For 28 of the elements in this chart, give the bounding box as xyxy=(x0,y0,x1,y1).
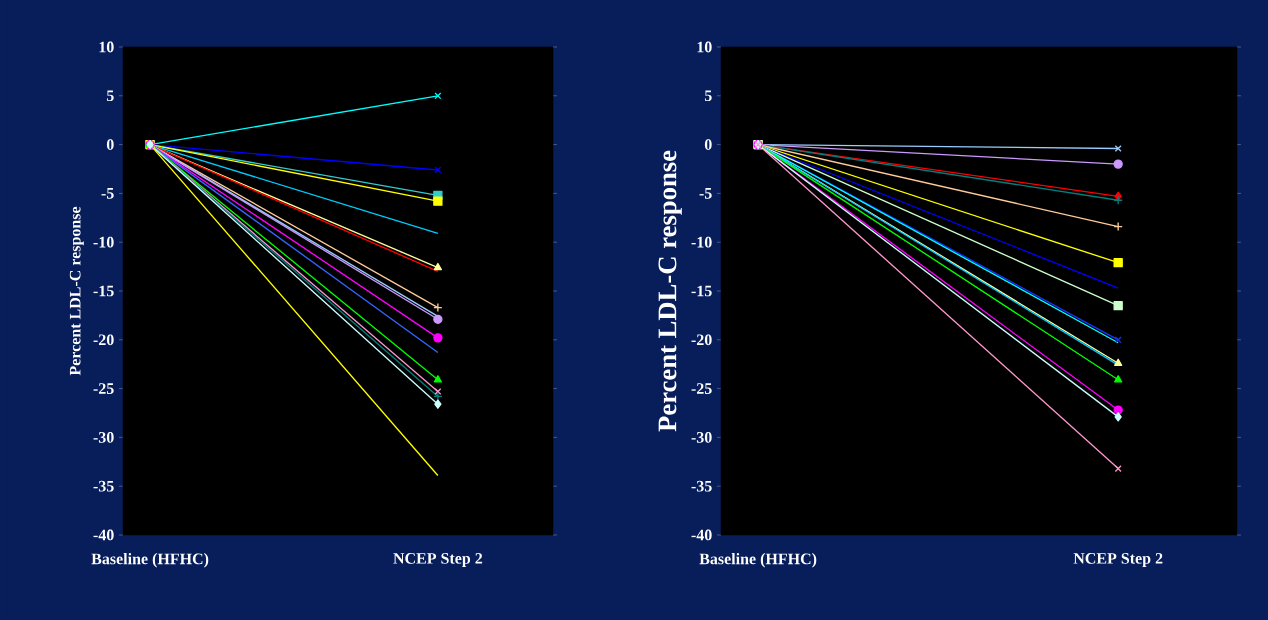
y-tick-label: -5 xyxy=(699,188,712,199)
y-tick-label: -30 xyxy=(691,431,712,443)
y-tick-label: 10 xyxy=(697,41,712,53)
y-axis-title: Percent LDL-C response xyxy=(69,206,84,376)
y-tick-label: -35 xyxy=(691,480,712,492)
y-axis-title: Percent LDL-C response xyxy=(658,150,682,432)
y-tick-label: -15 xyxy=(93,285,114,297)
y-tick-label: -25 xyxy=(691,383,712,394)
y-tick-label: 0 xyxy=(106,139,114,150)
y-tick-label: -40 xyxy=(93,529,114,541)
y-tick-label: 5 xyxy=(704,90,712,102)
y-tick-label: 5 xyxy=(106,90,114,102)
x-tick-label: Baseline (HFHC) xyxy=(91,553,209,568)
y-tick-label: -10 xyxy=(93,236,114,248)
y-tick-label: -30 xyxy=(93,431,114,443)
y-tick-label: -15 xyxy=(691,285,712,297)
y-tick-label: -20 xyxy=(93,334,114,346)
y-tick-label: -40 xyxy=(691,529,712,541)
y-tick-label: 10 xyxy=(99,41,114,53)
x-tick-label: NCEP Step 2 xyxy=(1073,553,1163,568)
y-tick-label: 0 xyxy=(704,139,712,150)
x-tick-label: Baseline (HFHC) xyxy=(699,553,817,568)
y-tick-label: -20 xyxy=(691,334,712,346)
y-tick-label: -10 xyxy=(691,236,712,248)
y-tick-label: -25 xyxy=(93,383,114,394)
x-tick-label: NCEP Step 2 xyxy=(393,553,483,568)
y-tick-label: -5 xyxy=(101,188,114,199)
y-tick-label: -35 xyxy=(93,480,114,492)
